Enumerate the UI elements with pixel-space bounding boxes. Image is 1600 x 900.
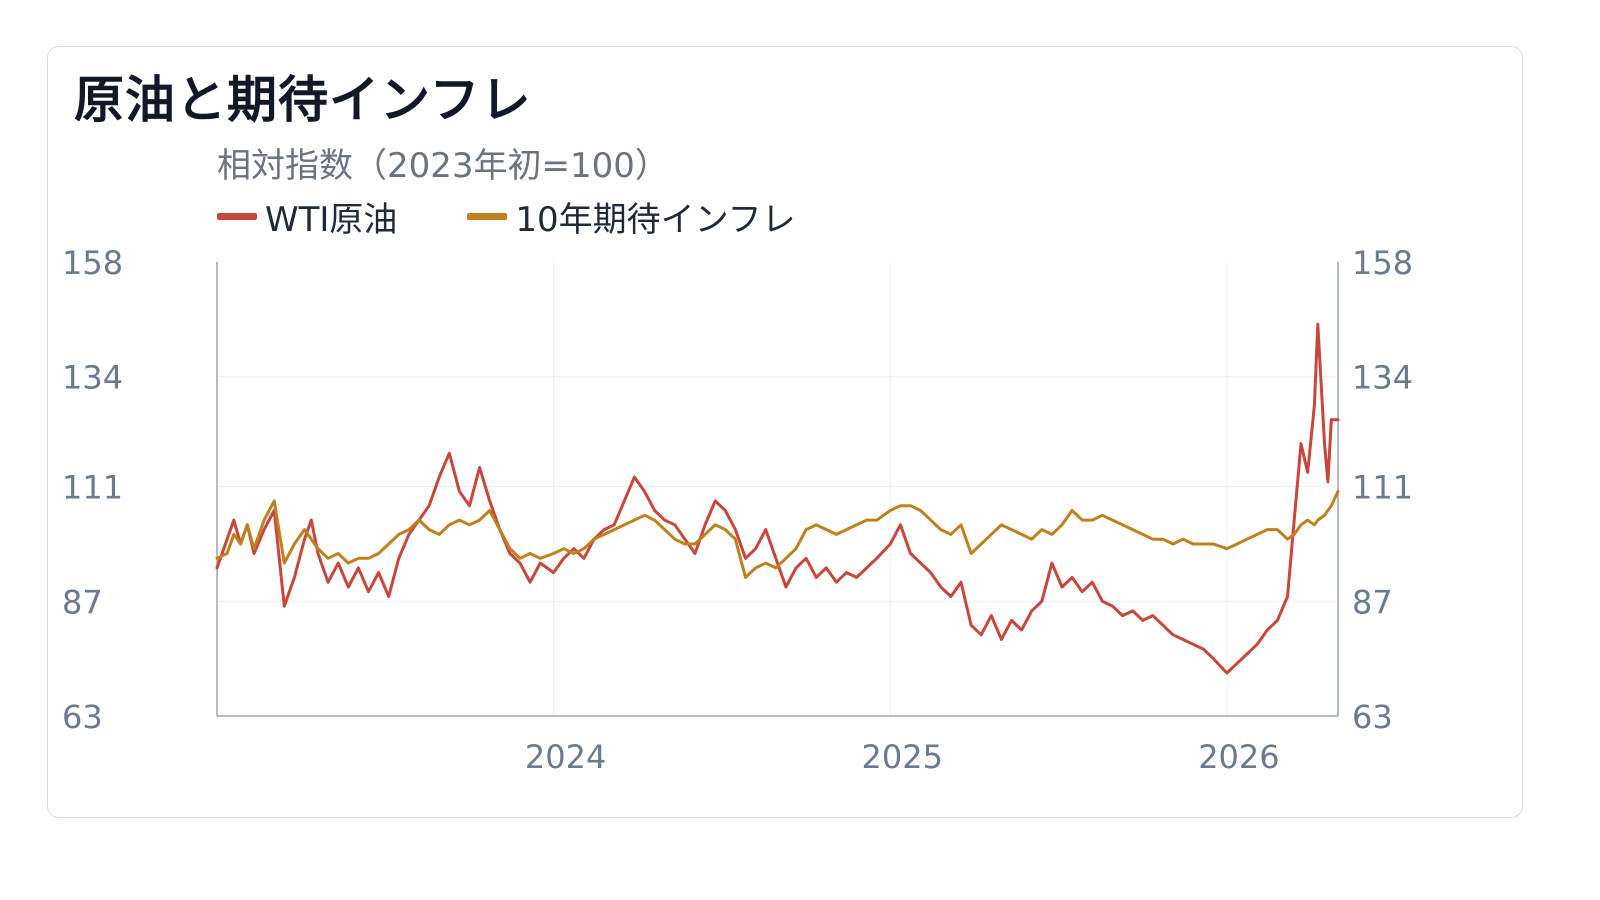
legend-item-wti: WTI原油 <box>217 192 397 241</box>
tick-labels: 63 63 87 87 111 111 134 134 158 158 2024 2025 2026 <box>62 244 1413 776</box>
chart-card <box>47 46 1523 818</box>
x-tick-label-2024: 2024 <box>525 738 606 776</box>
y-tick-label-right-111: 111 <box>1352 469 1413 507</box>
legend: WTI原油 10年期待インフレ <box>217 192 866 241</box>
y-tick-label-left-63: 63 <box>62 698 103 736</box>
series-line-inflation <box>215 489 1340 579</box>
y-tick-label-left-134: 134 <box>62 359 123 397</box>
legend-label-inflation: 10年期待インフレ <box>515 200 796 240</box>
legend-label-wti: WTI原油 <box>265 200 398 240</box>
chart-subtitle: 相対指数（2023年初=100） <box>217 146 669 186</box>
x-tick-label-2025: 2025 <box>862 738 943 776</box>
y-tick-label-right-158: 158 <box>1352 244 1413 282</box>
y-tick-label-right-87: 87 <box>1352 583 1393 621</box>
legend-swatch-inflation <box>467 213 508 220</box>
axes <box>216 262 1339 717</box>
y-tick-label-left-158: 158 <box>62 244 123 282</box>
y-tick-label-right-134: 134 <box>1352 359 1413 397</box>
y-tick-label-left-111: 111 <box>62 469 123 507</box>
legend-swatch-wti <box>217 213 257 220</box>
legend-item-inflation: 10年期待インフレ <box>467 192 796 241</box>
chart-title: 原油と期待インフレ <box>74 71 532 129</box>
y-tick-label-right-63: 63 <box>1352 698 1393 736</box>
y-tick-label-left-87: 87 <box>62 583 103 621</box>
grid-lines <box>217 262 1338 716</box>
x-tick-label-2026: 2026 <box>1198 738 1279 776</box>
series-lines <box>215 322 1340 675</box>
series-line-wti <box>215 322 1340 675</box>
